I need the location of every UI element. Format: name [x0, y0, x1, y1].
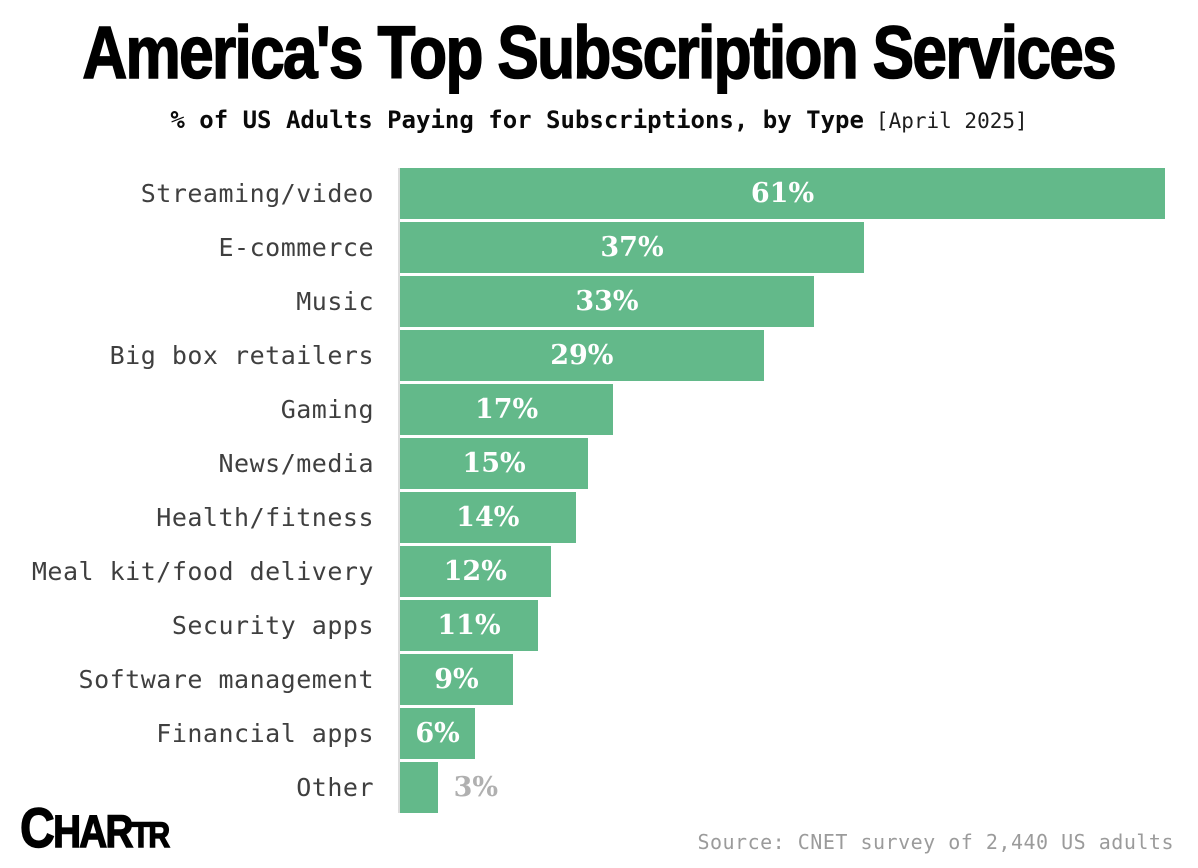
value-label: 15%	[462, 448, 526, 479]
bar-track: 6%	[400, 708, 1198, 759]
bar-row: Streaming/video 61%	[0, 168, 1198, 219]
bar-row: News/media 15%	[0, 438, 1198, 489]
bar-track: 37%	[400, 222, 1198, 273]
bar	[400, 654, 513, 705]
chartr-logo-letters-small: TR	[131, 815, 171, 855]
bar-track: 29%	[400, 330, 1198, 381]
bar	[400, 492, 576, 543]
bar-track: 33%	[400, 276, 1198, 327]
value-label: 61%	[750, 178, 815, 209]
bar-track: 9%	[400, 654, 1198, 705]
bar-row: Health/fitness 14%	[0, 492, 1198, 543]
bar-row: Financial apps 6%	[0, 708, 1198, 759]
chartr-logo: C HAR TR	[19, 795, 171, 860]
value-label: 37%	[600, 232, 664, 263]
bar-track: 12%	[400, 546, 1198, 597]
bar	[400, 600, 538, 651]
category-label: E-commerce	[218, 233, 374, 262]
bar	[400, 708, 476, 759]
chart-subtitle-date: [April 2025]	[875, 109, 1028, 133]
y-axis-line	[398, 168, 400, 813]
bar-row: Security apps 11%	[0, 600, 1198, 651]
value-label: 12%	[443, 556, 507, 587]
chartr-logo-letters-medium: HAR	[52, 805, 134, 857]
category-label: Security apps	[171, 611, 374, 640]
value-label: 11%	[437, 610, 501, 641]
category-label: Gaming	[280, 395, 374, 424]
category-label: Streaming/video	[140, 179, 374, 208]
chart-subtitle-row: % of US Adults Paying for Subscriptions,…	[0, 106, 1198, 134]
bar-track: 11%	[400, 600, 1198, 651]
bar-track: 17%	[400, 384, 1198, 435]
value-label: 6%	[415, 718, 460, 749]
bar	[400, 330, 764, 381]
bar-row: Meal kit/food delivery 12%	[0, 546, 1198, 597]
value-label: 3%	[453, 772, 499, 803]
value-label: 9%	[434, 664, 479, 695]
bar-track: 15%	[400, 438, 1198, 489]
bar	[400, 438, 589, 489]
value-label: 33%	[575, 286, 639, 317]
bar	[400, 546, 551, 597]
category-label: Meal kit/food delivery	[31, 557, 374, 586]
source-attribution: Source: CNET survey of 2,440 US adults	[697, 830, 1174, 854]
bar	[400, 384, 614, 435]
category-label: Health/fitness	[156, 503, 374, 532]
bar-track: 61%	[400, 168, 1198, 219]
bar	[400, 168, 1165, 219]
value-label: 14%	[456, 502, 520, 533]
chart-subtitle: % of US Adults Paying for Subscriptions,…	[170, 106, 864, 134]
category-label: Other	[296, 773, 374, 802]
bar-row: Software management 9%	[0, 654, 1198, 705]
category-label: Software management	[78, 665, 374, 694]
bar-row: Big box retailers 29%	[0, 330, 1198, 381]
category-label: Financial apps	[156, 719, 374, 748]
bar-row: Other 3%	[0, 762, 1198, 813]
category-label: Music	[296, 287, 374, 316]
value-label: 17%	[474, 394, 539, 425]
bar-rows: Streaming/video 61% E-commerce 37% Music…	[0, 168, 1198, 813]
bar-row: Music 33%	[0, 276, 1198, 327]
category-label: News/media	[218, 449, 374, 478]
category-label: Big box retailers	[109, 341, 374, 370]
bar-row: E-commerce 37%	[0, 222, 1198, 273]
bar-track: 3%	[400, 762, 1198, 813]
chartr-logo-letter-large: C	[19, 795, 55, 859]
chart-title: America's Top Subscription Services	[82, 11, 1118, 94]
chart-header: America's Top Subscription Services	[0, 11, 1198, 94]
bar	[400, 222, 864, 273]
bar	[400, 762, 438, 813]
value-label: 29%	[550, 340, 614, 371]
bar-track: 14%	[400, 492, 1198, 543]
bar-row: Gaming 17%	[0, 384, 1198, 435]
bar	[400, 276, 814, 327]
